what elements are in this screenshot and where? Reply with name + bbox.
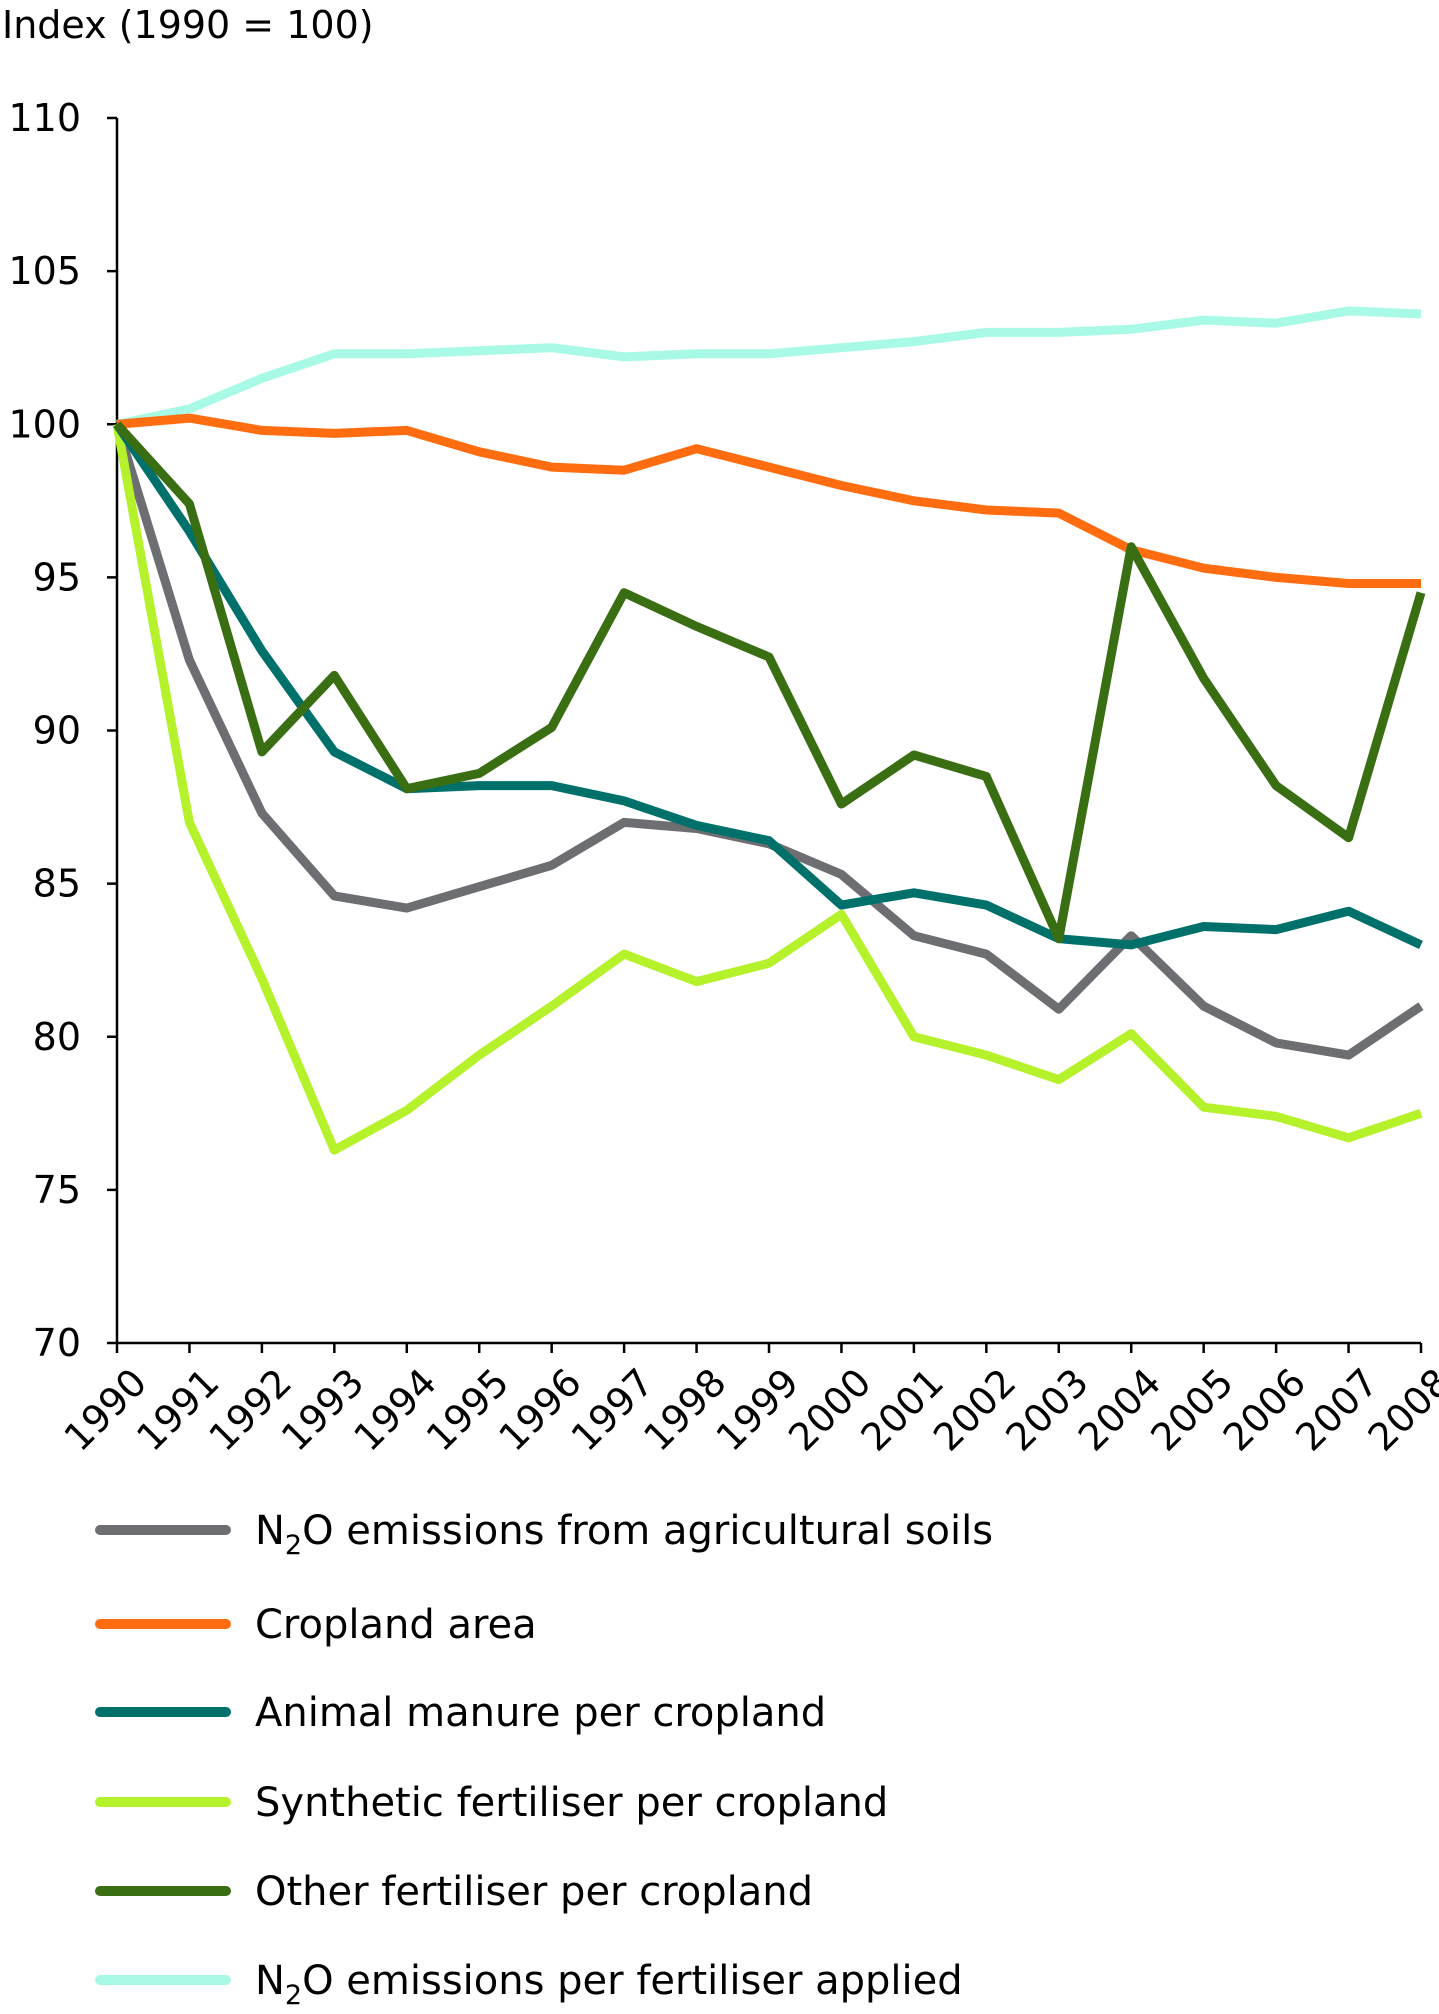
legend-item-0: N2O emissions from agricultural soils <box>95 1508 993 1561</box>
y-tick-label: 95 <box>33 555 81 599</box>
legend-label: N2O emissions from agricultural soils <box>255 1508 993 1561</box>
legend-label-part: Synthetic fertiliser per cropland <box>255 1780 888 1826</box>
series-line-4 <box>113 421 1426 944</box>
legend-label: Other fertiliser per cropland <box>255 1869 813 1915</box>
y-tick-label: 90 <box>33 709 81 753</box>
legend: N2O emissions from agricultural soilsCro… <box>95 1508 993 2011</box>
legend-label-part: N <box>255 1958 285 2004</box>
x-tick-label: 1994 <box>345 1360 445 1460</box>
legend-label: N2O emissions per fertiliser applied <box>255 1958 963 2011</box>
legend-label-part: N <box>255 1508 285 1554</box>
x-tick-label: 1997 <box>563 1360 663 1460</box>
legend-label-part: Cropland area <box>255 1602 537 1648</box>
x-tick-label: 2004 <box>1070 1360 1170 1460</box>
x-tick-label: 1996 <box>490 1360 590 1460</box>
legend-label: Cropland area <box>255 1602 537 1648</box>
x-tick-label: 2000 <box>780 1360 880 1460</box>
series-line-2 <box>113 421 1423 950</box>
series-lines <box>112 306 1426 1155</box>
x-tick-label: 1992 <box>201 1360 301 1460</box>
y-tick-label: 100 <box>8 402 81 446</box>
x-tick-label: 1990 <box>56 1360 156 1460</box>
legend-item-3: Synthetic fertiliser per cropland <box>95 1780 888 1826</box>
legend-item-2: Animal manure per cropland <box>95 1690 826 1736</box>
y-tick-label: 110 <box>8 96 81 140</box>
legend-item-1: Cropland area <box>95 1602 537 1648</box>
legend-label: Animal manure per cropland <box>255 1690 826 1736</box>
legend-label-part: Animal manure per cropland <box>255 1690 826 1736</box>
x-tick-label: 1993 <box>273 1360 373 1460</box>
y-axis-title: Index (1990 = 100) <box>2 3 374 47</box>
legend-label-part: Other fertiliser per cropland <box>255 1869 813 1915</box>
x-tick-label: 2002 <box>925 1360 1025 1460</box>
y-tick-label: 70 <box>33 1321 81 1365</box>
x-tick-label: 2005 <box>1142 1360 1242 1460</box>
legend-item-4: Other fertiliser per cropland <box>95 1869 813 1915</box>
x-axis-ticks: 1990199119921993199419951996199719981999… <box>56 1343 1439 1460</box>
legend-label-part: 2 <box>285 1530 302 1561</box>
legend-label-part: 2 <box>285 1980 302 2011</box>
x-tick-label: 2007 <box>1287 1360 1387 1460</box>
series-line-1 <box>116 413 1421 588</box>
y-tick-label: 105 <box>8 249 81 293</box>
x-tick-label: 2008 <box>1360 1360 1439 1460</box>
legend-item-5: N2O emissions per fertiliser applied <box>95 1958 963 2011</box>
legend-label-part: O emissions per fertiliser applied <box>302 1958 963 2004</box>
x-tick-label: 1998 <box>635 1360 735 1460</box>
x-tick-label: 1999 <box>708 1360 808 1460</box>
y-tick-label: 85 <box>33 862 81 906</box>
y-tick-label: 75 <box>33 1168 81 1212</box>
x-tick-label: 2006 <box>1215 1360 1315 1460</box>
legend-label-part: O emissions from agricultural soils <box>302 1508 993 1554</box>
series-line-3 <box>112 423 1423 1155</box>
y-tick-label: 80 <box>33 1015 81 1059</box>
x-tick-label: 1991 <box>128 1360 228 1460</box>
y-axis-ticks: 70 75 80 85 90 95 100 105 110 <box>8 96 117 1365</box>
x-tick-label: 1995 <box>418 1360 518 1460</box>
axes <box>115 118 1421 1345</box>
legend-label: Synthetic fertiliser per cropland <box>255 1780 888 1826</box>
series-line-5 <box>116 306 1422 429</box>
x-tick-label: 2001 <box>853 1360 953 1460</box>
x-tick-label: 2003 <box>997 1360 1097 1460</box>
